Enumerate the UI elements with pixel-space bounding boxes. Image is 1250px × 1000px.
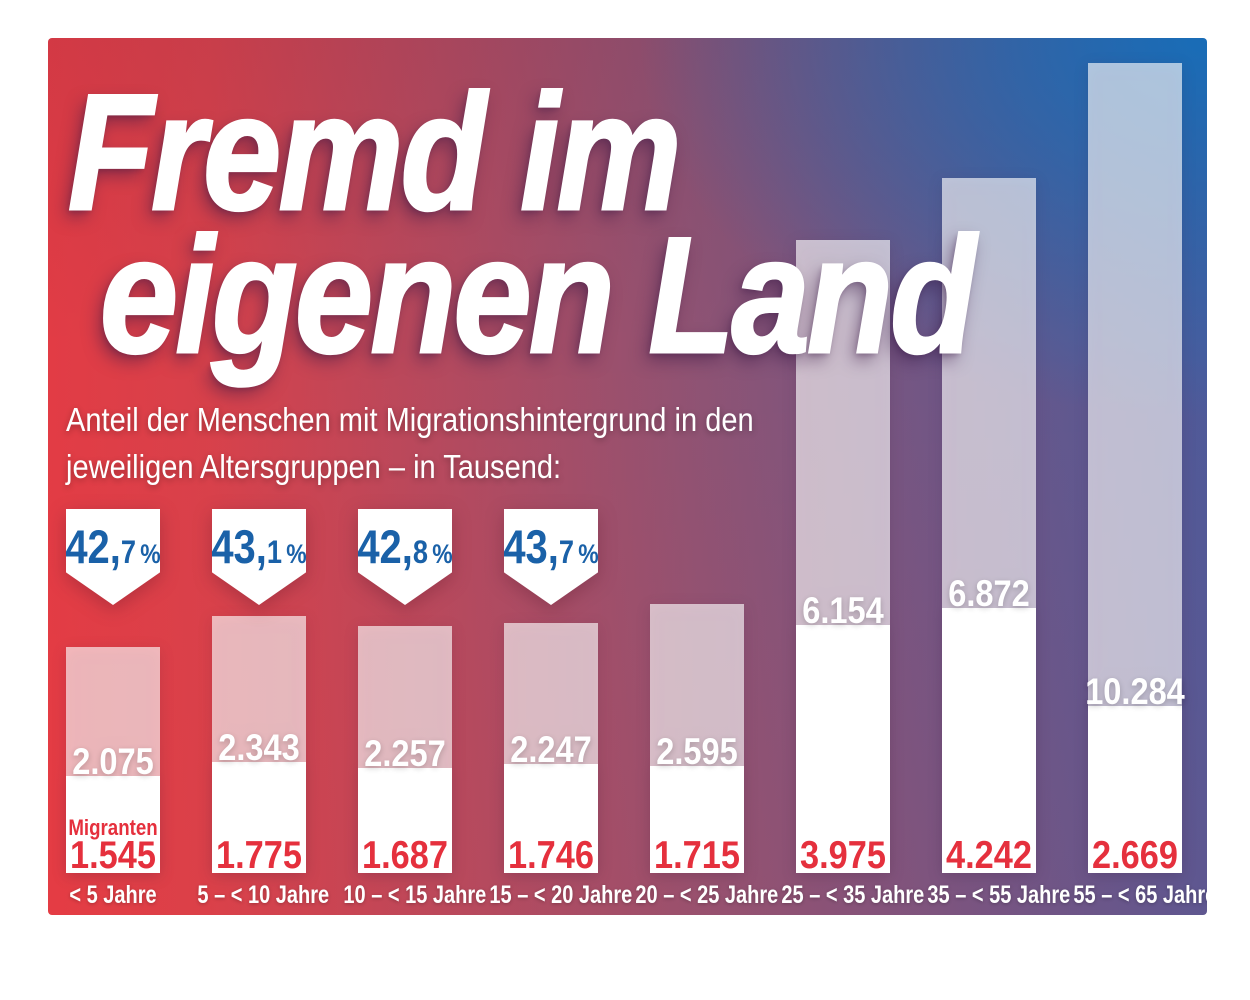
bar-migranten-section bbox=[650, 766, 744, 873]
bar-total-value: 10.284 bbox=[1085, 671, 1185, 712]
percent-badge-shape: 42, 7% bbox=[66, 509, 160, 605]
percent-value-decimal: 7 bbox=[558, 534, 575, 570]
bar-group: 6.872 4.242 bbox=[942, 178, 1036, 875]
bar-migranten-value: 1.775 bbox=[216, 834, 302, 877]
bar-migranten-section bbox=[66, 776, 160, 873]
percent-value: 42, 7% bbox=[66, 509, 160, 574]
chart-subtitle-line2: jeweiligen Altersgruppen – in Tausend: bbox=[66, 448, 562, 485]
bar-total-value: 2.343 bbox=[218, 727, 300, 768]
bar-group: 2.595 1.715 bbox=[650, 604, 744, 875]
age-label: 25 – < 35 Jahre bbox=[781, 881, 925, 909]
chart-subtitle: Anteil der Menschen mit Migrationshinter… bbox=[66, 396, 754, 490]
percent-sign: % bbox=[578, 539, 599, 569]
bar-group: 2.247 1.746 bbox=[504, 623, 598, 875]
age-label: 55 – < 65 Jahre bbox=[1073, 881, 1207, 909]
percent-value: 43, 7% bbox=[504, 509, 598, 574]
age-label: 20 – < 25 Jahre bbox=[635, 881, 779, 909]
percent-badge: 43, 1% bbox=[212, 509, 306, 605]
age-label: 35 – < 55 Jahre bbox=[927, 881, 1071, 909]
percent-value-main: 42, bbox=[357, 520, 413, 573]
percent-badge: 42, 8% bbox=[358, 509, 452, 605]
age-label: 5 – < 10 Jahre bbox=[197, 881, 330, 909]
migranten-caption: Migranten bbox=[68, 815, 158, 840]
percent-value-main: 43, bbox=[503, 520, 559, 573]
bar-group: 10.284 2.669 bbox=[1085, 63, 1185, 875]
bar-migranten-value: 3.975 bbox=[800, 834, 886, 877]
bar-group: 6.154 3.975 bbox=[796, 240, 890, 875]
footer: Mikrozensus Quelle: Destatis | Statistis… bbox=[0, 915, 1250, 1000]
bar-total-value: 2.075 bbox=[72, 741, 154, 782]
bar-group: 2.075 Migranten 1.545 bbox=[66, 647, 160, 875]
percent-value-main: 43, bbox=[211, 520, 267, 573]
bar-migranten-section bbox=[212, 762, 306, 873]
bar-migranten-section bbox=[358, 768, 452, 873]
bar-migranten-section bbox=[796, 625, 890, 873]
bar-total-value: 2.257 bbox=[364, 733, 446, 774]
percent-sign: % bbox=[432, 539, 453, 569]
bar-total-value: 2.247 bbox=[510, 729, 592, 770]
bar-group: 2.343 1.775 bbox=[212, 616, 306, 875]
percent-value-decimal: 1 bbox=[266, 534, 283, 570]
percent-value-main: 42, bbox=[65, 520, 121, 573]
bar-total-value: 6.872 bbox=[948, 573, 1030, 614]
chart-panel: Fremd im eigenen Land Anteil der Mensche… bbox=[48, 38, 1207, 915]
bar-migranten-section bbox=[504, 764, 598, 873]
chart-subtitle-line1: Anteil der Menschen mit Migrationshinter… bbox=[66, 401, 754, 438]
bar-migranten-value: 1.687 bbox=[362, 834, 448, 877]
percent-value-decimal: 8 bbox=[412, 534, 429, 570]
bar-total-value: 2.595 bbox=[656, 731, 738, 772]
percent-value: 43, 1% bbox=[212, 509, 306, 574]
bar-migranten-section bbox=[942, 608, 1036, 873]
percent-badge: 42, 7% bbox=[66, 509, 160, 605]
percent-value-decimal: 7 bbox=[120, 534, 137, 570]
page-title-line1: Fremd im bbox=[67, 60, 683, 244]
bar-migranten-value: 2.669 bbox=[1092, 834, 1178, 877]
age-label: 15 – < 20 Jahre bbox=[489, 881, 633, 909]
percent-badge-shape: 43, 7% bbox=[504, 509, 598, 605]
bar-migranten-value: 4.242 bbox=[946, 834, 1032, 877]
bar-group: 2.257 1.687 bbox=[358, 626, 452, 875]
percent-badge-shape: 43, 1% bbox=[212, 509, 306, 605]
bar-migranten-value: 1.746 bbox=[508, 834, 594, 877]
page-title-line2: eigenen Land bbox=[99, 203, 977, 387]
bar-total-value: 6.154 bbox=[802, 590, 884, 631]
percent-sign: % bbox=[140, 539, 161, 569]
bar-migranten-section bbox=[1088, 706, 1182, 873]
percent-value: 42, 8% bbox=[358, 509, 452, 574]
age-label: 10 – < 15 Jahre bbox=[343, 881, 487, 909]
percent-sign: % bbox=[286, 539, 307, 569]
percent-badge: 43, 7% bbox=[504, 509, 598, 605]
bar-migranten-value: 1.545 bbox=[70, 834, 156, 877]
percent-badge-shape: 42, 8% bbox=[358, 509, 452, 605]
bar-migranten-value: 1.715 bbox=[654, 834, 740, 877]
age-label: < 5 Jahre bbox=[69, 881, 157, 909]
